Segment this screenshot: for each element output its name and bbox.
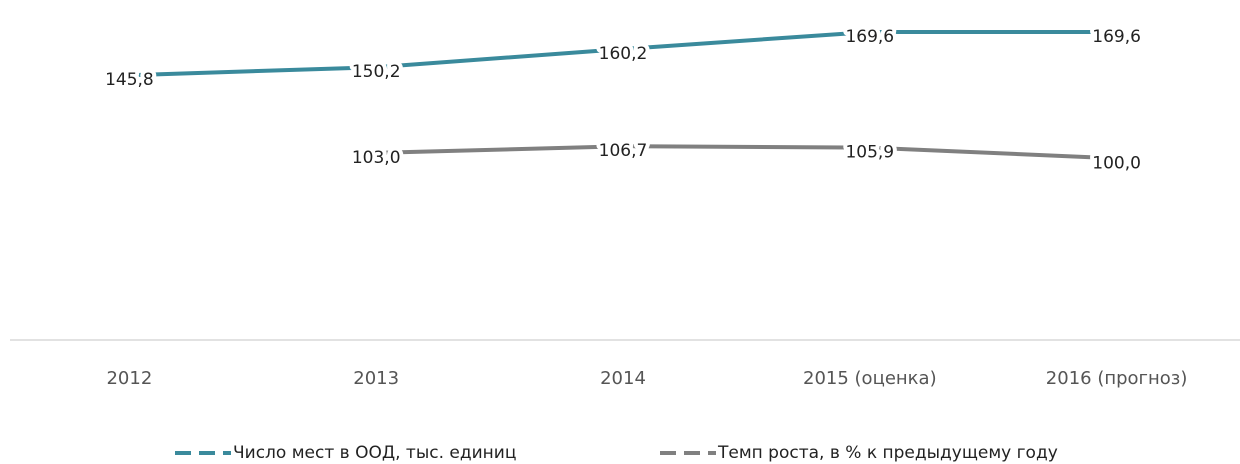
line-series [376, 144, 1117, 161]
legend-label: Темп роста, в % к предыдущему году [717, 443, 1058, 463]
data-label: 169,6 [845, 27, 894, 47]
data-label: 145,8 [105, 70, 154, 90]
x-tick-label: 2015 (оценка) [803, 368, 937, 389]
data-label: 169,6 [1092, 27, 1141, 47]
x-tick-label: 2012 [106, 368, 152, 389]
x-tick-label: 2016 (прогноз) [1046, 368, 1188, 389]
data-label: 105,9 [845, 143, 894, 163]
data-label: 100,0 [1092, 153, 1141, 173]
data-label: 106,7 [599, 141, 648, 161]
data-label: 150,2 [352, 62, 401, 82]
legend-label: Число мест в ООД, тыс. единиц [233, 443, 516, 463]
data-label: 160,2 [599, 44, 648, 64]
data-label: 103,0 [352, 148, 401, 168]
x-tick-label: 2014 [600, 368, 646, 389]
line-series [129, 29, 1117, 78]
x-tick-label: 2013 [353, 368, 399, 389]
